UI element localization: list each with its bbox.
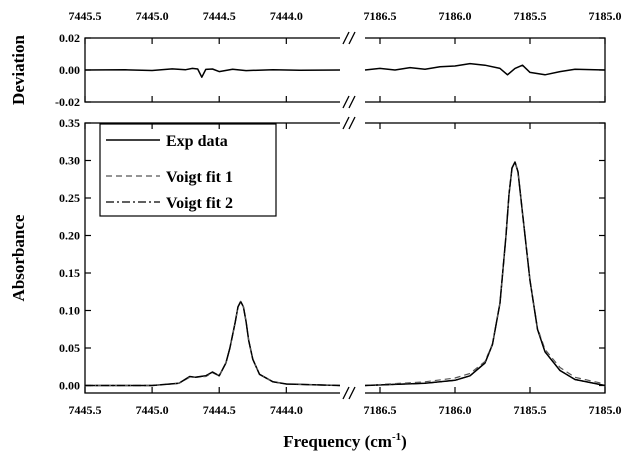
axis-break-slash bbox=[342, 116, 350, 130]
series-line-voigt-fit-1 bbox=[364, 161, 606, 387]
y-tick-label: 0.30 bbox=[59, 154, 80, 168]
axis-break-slash bbox=[342, 31, 350, 45]
x-tick-label-bottom: 7444.5 bbox=[203, 403, 236, 417]
axis-break-marks bbox=[340, 31, 365, 400]
x-axis-ticks: 7445.5 7445.5 7445.0 7445.0 7444.5 7444.5 7444… bbox=[69, 9, 622, 417]
x-tick-label-bottom: 7445.0 bbox=[136, 403, 169, 417]
legend: Exp data Voigt fit 1 Voigt fit 2 bbox=[99, 123, 277, 217]
y-tick-label: 0.05 bbox=[59, 341, 80, 355]
y-tick-label: 0.20 bbox=[59, 229, 80, 243]
x-tick-label-top: 7186.0 bbox=[439, 9, 472, 23]
x-tick-label-bottom: 7186.0 bbox=[439, 403, 472, 417]
y-tick-label: 0.10 bbox=[59, 304, 80, 318]
axis-break-slash bbox=[342, 386, 350, 400]
deviation-series bbox=[84, 62, 606, 78]
absorbance-y-ticks: 0.00 0.05 0.10 0.15 0.20 0.25 0.30 0.35 bbox=[59, 116, 605, 393]
axis-break-slash bbox=[348, 31, 356, 45]
x-axis-label-superscript: -1 bbox=[392, 431, 401, 443]
axis-break-slash bbox=[348, 95, 356, 109]
x-tick-label-top: 7186.5 bbox=[364, 9, 397, 23]
y-tick-label: 0.00 bbox=[59, 379, 80, 393]
x-tick-label-top: 7444.5 bbox=[203, 9, 236, 23]
x-tick-label-bottom: 7185.0 bbox=[589, 403, 622, 417]
series-line-deviation bbox=[84, 67, 341, 78]
y-tick-label: -0.02 bbox=[55, 95, 80, 109]
y-tick-label: 0.00 bbox=[59, 63, 80, 77]
axis-break-slash bbox=[342, 95, 350, 109]
x-axis-label: Frequency (cm-1) bbox=[283, 431, 407, 451]
x-tick-label-bottom: 7186.5 bbox=[364, 403, 397, 417]
x-tick-label-bottom: 7445.5 bbox=[69, 403, 102, 417]
x-tick-label-bottom: 7444.0 bbox=[270, 403, 303, 417]
y-tick-label: 0.15 bbox=[59, 266, 80, 280]
series-line-exp-data bbox=[364, 161, 606, 387]
y-tick-label: 0.02 bbox=[59, 31, 80, 45]
absorbance-panel: 0.00 0.05 0.10 0.15 0.20 0.25 0.30 0.35 Absorba… bbox=[9, 116, 606, 394]
x-tick-label-top: 7445.5 bbox=[69, 9, 102, 23]
deviation-y-axis-label: Deviation bbox=[9, 35, 28, 105]
series-line-voigt-fit-2 bbox=[364, 161, 606, 387]
x-tick-label-top: 7185.5 bbox=[514, 9, 547, 23]
absorbance-y-axis-label: Absorbance bbox=[9, 214, 28, 301]
y-tick-label: 0.25 bbox=[59, 191, 80, 205]
legend-label-voigt-fit-1: Voigt fit 1 bbox=[166, 169, 233, 186]
x-axis-label-close: ) bbox=[401, 432, 407, 451]
absorbance-series bbox=[85, 161, 606, 387]
series-line-deviation bbox=[364, 62, 606, 76]
deviation-panel: -0.02 0.00 0.02 Deviation bbox=[9, 31, 606, 109]
x-tick-label-top: 7444.0 bbox=[270, 9, 303, 23]
axis-break-slash bbox=[348, 116, 356, 130]
series-line-voigt-fit-1 bbox=[85, 300, 341, 387]
x-tick-label-top: 7185.0 bbox=[589, 9, 622, 23]
y-tick-label: 0.35 bbox=[59, 116, 80, 130]
x-tick-label-bottom: 7185.5 bbox=[514, 403, 547, 417]
x-tick-label-top: 7445.0 bbox=[136, 9, 169, 23]
series-line-voigt-fit-2 bbox=[85, 300, 341, 387]
axis-break-slash bbox=[348, 386, 356, 400]
legend-label-voigt-fit-2: Voigt fit 2 bbox=[166, 195, 233, 212]
legend-label-exp-data: Exp data bbox=[166, 133, 228, 150]
